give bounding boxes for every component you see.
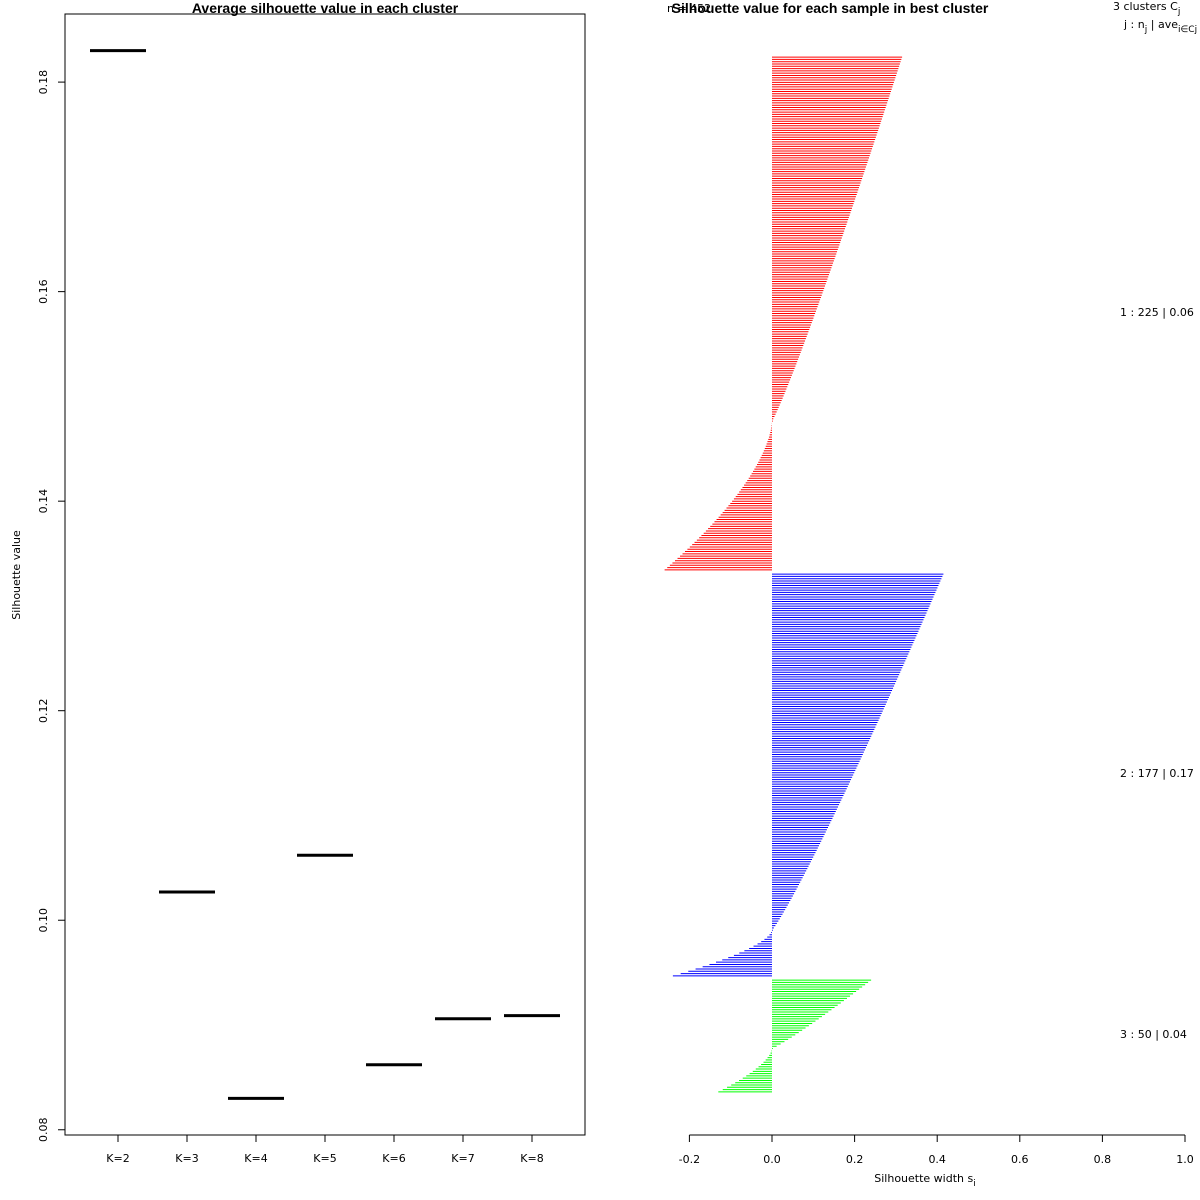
left-x-axis: K=2 K=3 K=4 K=5 K=6 K=7 K=8 bbox=[106, 1135, 544, 1165]
left-x-tick-label: K=6 bbox=[382, 1152, 405, 1165]
right-x-tick-label: 0.0 bbox=[763, 1153, 781, 1166]
right-x-tick-label: 0.6 bbox=[1011, 1153, 1029, 1166]
left-y-axis: 0.08 0.10 0.12 0.14 0.16 0.18 bbox=[37, 70, 65, 1142]
left-y-tick-label: 0.16 bbox=[37, 279, 50, 304]
left-x-tick-label: K=7 bbox=[451, 1152, 474, 1165]
left-x-tick-label: K=5 bbox=[313, 1152, 336, 1165]
left-plot-frame bbox=[64, 13, 586, 1136]
right-x-tick-label: 0.8 bbox=[1094, 1153, 1112, 1166]
cluster-3-summary-label: 3 : 50 | 0.04 bbox=[1120, 1028, 1187, 1041]
right-x-tick-label: 1.0 bbox=[1176, 1153, 1194, 1166]
sample-count-label: n = 452 bbox=[667, 2, 711, 15]
right-x-tick-label: 0.2 bbox=[846, 1153, 864, 1166]
left-chart-panel: Average silhouette value in each cluster… bbox=[10, 0, 586, 1165]
left-x-tick-label: K=4 bbox=[244, 1152, 267, 1165]
left-y-axis-label: Silhouette value bbox=[10, 530, 23, 620]
left-chart-title: Average silhouette value in each cluster bbox=[192, 0, 459, 16]
legend-header-line1: 3 clusters Cj bbox=[1113, 0, 1180, 17]
cluster-2-summary-label: 2 : 177 | 0.17 bbox=[1120, 767, 1194, 780]
left-x-tick-label: K=8 bbox=[520, 1152, 543, 1165]
left-y-tick-label: 0.10 bbox=[37, 908, 50, 933]
left-chart-marks bbox=[90, 49, 560, 1100]
left-y-tick-label: 0.08 bbox=[37, 1118, 50, 1143]
right-x-axis-label: Silhouette width si bbox=[874, 1172, 976, 1189]
left-y-tick-label: 0.12 bbox=[37, 698, 50, 723]
right-x-tick-label: -0.2 bbox=[679, 1153, 700, 1166]
right-x-axis: -0.2 0.0 0.2 0.4 0.6 0.8 1.0 bbox=[679, 1134, 1194, 1166]
left-y-tick-label: 0.18 bbox=[37, 70, 50, 95]
cluster-labels: 1 : 225 | 0.06 2 : 177 | 0.17 3 : 50 | 0.0… bbox=[1120, 306, 1194, 1041]
left-x-tick-label: K=3 bbox=[175, 1152, 198, 1165]
left-y-tick-label: 0.14 bbox=[37, 489, 50, 514]
legend-header-line2: j : nj | avei∈Cj si bbox=[1123, 18, 1200, 35]
right-chart-panel: Silhouette value for each sample in best… bbox=[664, 0, 1200, 1189]
cluster-1-summary-label: 1 : 225 | 0.06 bbox=[1120, 306, 1194, 319]
left-x-tick-label: K=2 bbox=[106, 1152, 129, 1165]
right-x-tick-label: 0.4 bbox=[928, 1153, 946, 1166]
right-chart-title: Silhouette value for each sample in best… bbox=[672, 0, 989, 16]
silhouette-bars bbox=[664, 56, 944, 1093]
